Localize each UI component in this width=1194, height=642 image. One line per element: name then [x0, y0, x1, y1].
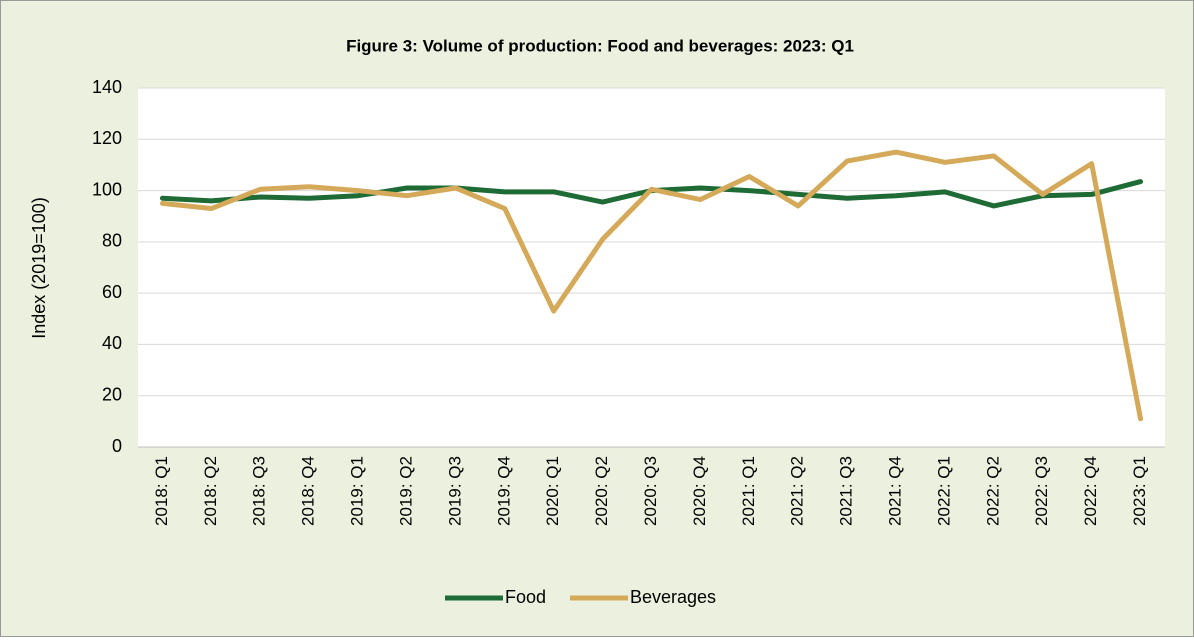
x-tick-label: 2022: Q4	[1081, 456, 1100, 526]
x-tick-label: 2022: Q3	[1032, 456, 1051, 526]
x-tick-label: 2018: Q2	[201, 456, 220, 526]
x-tick-label: 2021: Q4	[886, 456, 905, 526]
y-axis-label: Index (2019=100)	[29, 197, 49, 339]
x-tick-label: 2019: Q3	[445, 456, 464, 526]
legend-label: Food	[505, 587, 546, 607]
data-line	[159, 149, 1144, 422]
y-tick-label: 100	[92, 179, 122, 199]
x-tick-label: 2018: Q4	[299, 456, 318, 526]
x-tick-label: 2020: Q1	[543, 456, 562, 526]
y-tick-label: 80	[102, 231, 122, 251]
x-tick-label: 2020: Q2	[592, 456, 611, 526]
x-tick-label: 2019: Q4	[494, 456, 513, 526]
x-tick-label: 2019: Q1	[348, 456, 367, 526]
x-tick-label: 2020: Q3	[641, 456, 660, 526]
y-tick-label: 60	[102, 282, 122, 302]
x-tick-label: 2022: Q2	[983, 456, 1002, 526]
y-tick-label: 120	[92, 128, 122, 148]
x-tick-label: 2021: Q3	[837, 456, 856, 526]
plot-area	[138, 88, 1165, 447]
y-tick-label: 40	[102, 333, 122, 353]
legend-label: Beverages	[630, 587, 716, 607]
x-tick-label: 2018: Q3	[250, 456, 269, 526]
x-tick-label: 2018: Q1	[152, 456, 171, 526]
x-tick-label: 2022: Q1	[934, 456, 953, 526]
x-tick-label: 2020: Q4	[690, 456, 709, 526]
x-tick-label: 2021: Q1	[739, 456, 758, 526]
x-tick-label: 2019: Q2	[396, 456, 415, 526]
x-tick-label: 2021: Q2	[788, 456, 807, 526]
x-tick-label: 2023: Q1	[1130, 456, 1149, 526]
y-tick-label: 0	[112, 436, 122, 456]
chart-title: Figure 3: Volume of production: Food and…	[346, 36, 854, 55]
y-tick-label: 140	[92, 77, 122, 97]
y-tick-label: 20	[102, 384, 122, 404]
